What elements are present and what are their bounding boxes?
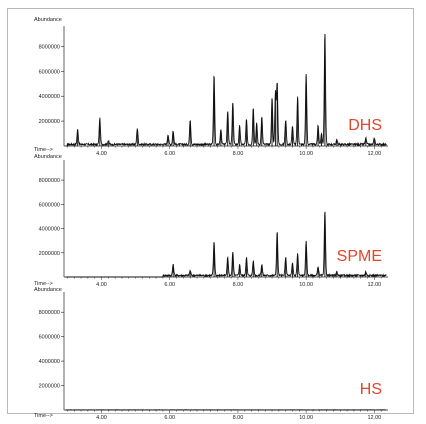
x-tick-label: 8.00 [233, 282, 244, 288]
panel-label: DHS [348, 117, 382, 134]
chromatogram-trace [65, 34, 387, 147]
x-tick-label: 10.00 [299, 282, 313, 288]
y-tick-label: 8000000 [39, 310, 60, 316]
x-tick-label: 12.00 [367, 151, 381, 157]
y-tick-label: 2000000 [39, 384, 60, 390]
figure-frame [7, 8, 414, 414]
y-tick-label: 2000000 [39, 251, 60, 257]
y-tick-label: 8000000 [39, 178, 60, 184]
x-axis-label: Time--> [34, 413, 53, 419]
x-axis-label: Time--> [34, 281, 53, 287]
y-axis-label: Abundance [34, 17, 62, 23]
y-tick-label: 8000000 [39, 44, 60, 50]
x-tick-label: 10.00 [299, 415, 313, 421]
x-axis-label: Time--> [34, 147, 53, 153]
x-tick-label: 4.00 [96, 151, 107, 157]
y-tick-label: 4000000 [39, 94, 60, 100]
y-tick-label: 6000000 [39, 69, 60, 75]
y-tick-label: 2000000 [39, 119, 60, 125]
x-tick-label: 12.00 [367, 282, 381, 288]
y-axis-label: Abundance [34, 154, 62, 160]
x-tick-label: 10.00 [299, 151, 313, 157]
y-tick-label: 4000000 [39, 227, 60, 233]
panel-label: HS [360, 381, 382, 398]
chart-panel-hs: Abundance 8000000 6000000 4000000 2000000 4.0… [34, 287, 388, 421]
x-tick-label: 6.00 [164, 282, 175, 288]
y-tick-label: 6000000 [39, 335, 60, 341]
chart-panel-dhs: Abundance 8000000 6000000 4000000 2000000 4.0… [34, 17, 388, 157]
x-tick-label: 8.00 [233, 151, 244, 157]
x-tick-label: 6.00 [164, 151, 175, 157]
x-tick-label: 4.00 [96, 282, 107, 288]
y-tick-label: 4000000 [39, 359, 60, 365]
chromatogram-trace [65, 211, 387, 279]
x-tick-label: 8.00 [233, 415, 244, 421]
chart-panel-spme: Abundance 8000000 6000000 4000000 2000000 4.0… [34, 154, 388, 288]
x-tick-label: 12.00 [367, 415, 381, 421]
x-tick-label: 4.00 [96, 415, 107, 421]
y-tick-label: 6000000 [39, 202, 60, 208]
panel-label: SPME [337, 248, 382, 265]
y-axis-label: Abundance [34, 287, 62, 293]
x-tick-label: 6.00 [164, 415, 175, 421]
